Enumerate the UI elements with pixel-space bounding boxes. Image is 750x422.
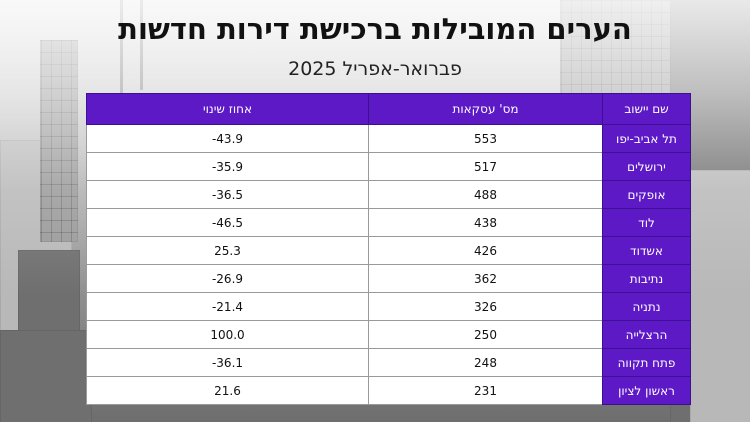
cell-deals: 326 [368,292,603,321]
page-title: הערים המובילות ברכישת דירות חדשות [118,12,632,46]
cell-change: -26.9 [86,264,369,293]
cell-deals: 553 [368,124,603,153]
table-row: ראשון לציון 231 21.6 [86,376,691,405]
table-header-row: שם יישוב מס' עסקאות אחוז שינוי [86,93,691,125]
table-row: אופקים 488 -36.5 [86,180,691,209]
header-change: אחוז שינוי [86,93,369,125]
cell-deals: 426 [368,236,603,265]
cell-change: -36.1 [86,348,369,377]
cell-change: 21.6 [86,376,369,405]
cell-city: נתיבות [602,264,691,293]
table-row: נתניה 326 -21.4 [86,292,691,321]
cell-change: -21.4 [86,292,369,321]
cell-deals: 248 [368,348,603,377]
cell-city: תל אביב-יפו [602,124,691,153]
cell-change: -36.5 [86,180,369,209]
table-row: לוד 438 -46.5 [86,208,691,237]
header-deals: מס' עסקאות [368,93,603,125]
cell-deals: 488 [368,180,603,209]
header-city: שם יישוב [602,93,691,125]
cell-city: הרצלייה [602,320,691,349]
cell-city: פתח תקווה [602,348,691,377]
cell-deals: 362 [368,264,603,293]
cell-deals: 438 [368,208,603,237]
table-row: הרצלייה 250 100.0 [86,320,691,349]
data-table-container: שם יישוב מס' עסקאות אחוז שינוי תל אביב-י… [86,93,691,405]
cell-deals: 517 [368,152,603,181]
cell-city: נתניה [602,292,691,321]
table-row: ירושלים 517 -35.9 [86,152,691,181]
cell-city: לוד [602,208,691,237]
cell-city: אופקים [602,180,691,209]
cell-change: 25.3 [86,236,369,265]
page-subtitle: פברואר-אפריל 2025 [288,58,462,80]
cell-city: ירושלים [602,152,691,181]
table-row: פתח תקווה 248 -36.1 [86,348,691,377]
cell-change: -43.9 [86,124,369,153]
cell-change: -46.5 [86,208,369,237]
cell-deals: 250 [368,320,603,349]
data-table: שם יישוב מס' עסקאות אחוז שינוי תל אביב-י… [86,93,691,405]
table-row: נתיבות 362 -26.9 [86,264,691,293]
table-row: תל אביב-יפו 553 -43.9 [86,124,691,153]
cell-city: ראשון לציון [602,376,691,405]
cell-city: אשדוד [602,236,691,265]
table-row: אשדוד 426 25.3 [86,236,691,265]
cell-deals: 231 [368,376,603,405]
cell-change: 100.0 [86,320,369,349]
cell-change: -35.9 [86,152,369,181]
